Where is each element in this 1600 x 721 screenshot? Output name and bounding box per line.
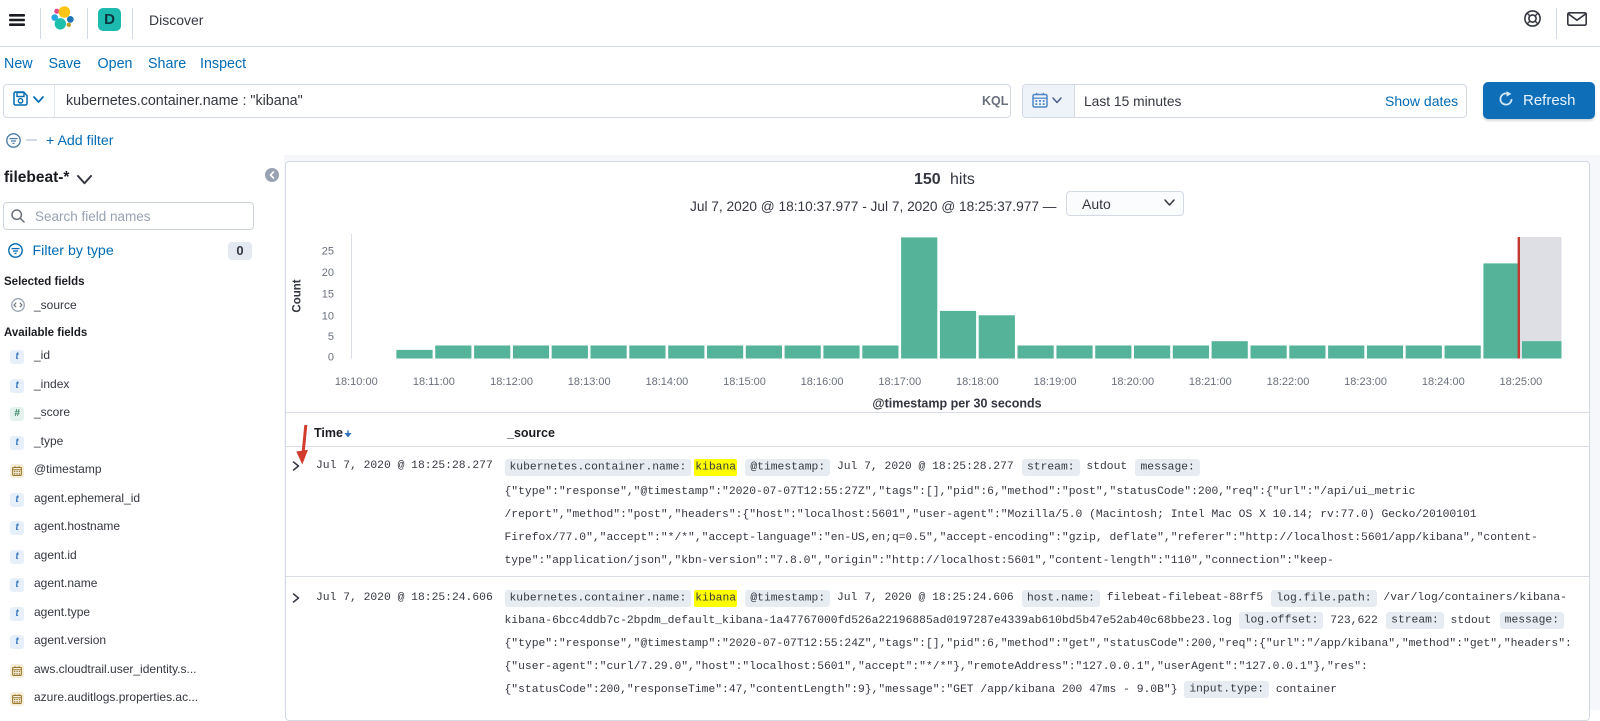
svg-text:18:20:00: 18:20:00 — [1111, 376, 1154, 388]
svg-text:18:21:00: 18:21:00 — [1189, 376, 1232, 388]
svg-text:18:11:00: 18:11:00 — [413, 376, 455, 388]
svg-text:18:24:00: 18:24:00 — [1422, 376, 1465, 388]
svg-text:18:17:00: 18:17:00 — [878, 376, 921, 388]
svg-text:18:14:00: 18:14:00 — [645, 376, 688, 388]
svg-text:Count: Count — [292, 279, 304, 312]
svg-text:18:22:00: 18:22:00 — [1267, 376, 1310, 388]
svg-text:0: 0 — [328, 352, 334, 364]
svg-text:18:25:00: 18:25:00 — [1499, 376, 1542, 388]
svg-text:18:19:00: 18:19:00 — [1034, 376, 1077, 388]
svg-text:5: 5 — [328, 331, 334, 343]
svg-text:18:15:00: 18:15:00 — [723, 376, 766, 388]
svg-text:18:13:00: 18:13:00 — [568, 376, 611, 388]
svg-text:@timestamp per 30 seconds: @timestamp per 30 seconds — [872, 397, 1041, 411]
svg-text:25: 25 — [322, 245, 334, 257]
svg-text:18:10:00: 18:10:00 — [335, 376, 378, 388]
svg-text:18:23:00: 18:23:00 — [1344, 376, 1387, 388]
svg-text:15: 15 — [322, 289, 334, 301]
svg-text:18:12:00: 18:12:00 — [490, 376, 533, 388]
svg-text:18:16:00: 18:16:00 — [801, 376, 844, 388]
svg-text:18:18:00: 18:18:00 — [956, 376, 999, 388]
svg-text:20: 20 — [322, 267, 334, 279]
svg-text:10: 10 — [322, 310, 334, 322]
